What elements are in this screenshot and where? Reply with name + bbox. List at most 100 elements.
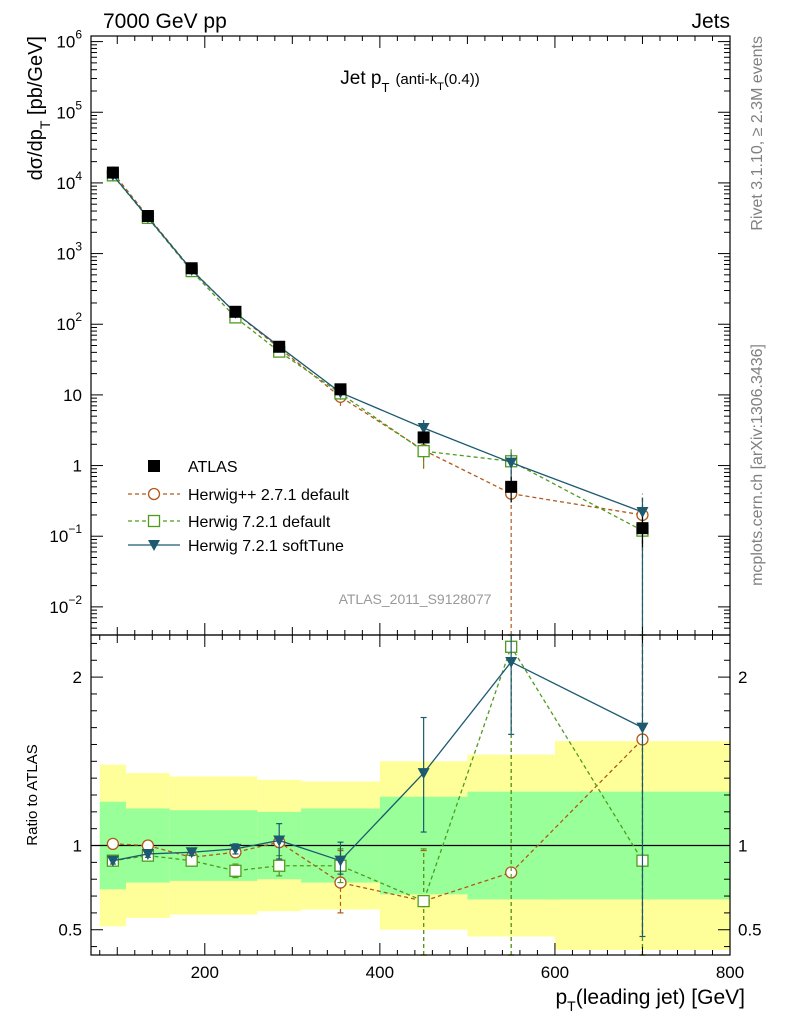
main-title-extra-b: (0.4)) <box>444 71 480 88</box>
ratio-xlabel-b: (leading jet) [GeV] <box>576 986 745 1009</box>
ratio-xtick-label: 600 <box>541 963 569 982</box>
main-ytick-label-exp: 5 <box>75 98 82 112</box>
ratio-ytick-label-right: 0.5 <box>738 921 762 940</box>
main-point <box>417 431 430 444</box>
watermark: ATLAS_2011_S9128077 <box>339 591 492 607</box>
main-ytick-label-base: 1 <box>73 457 82 476</box>
ratio-point <box>106 855 119 867</box>
rivet-label: Rivet 3.1.10, ≥ 2.3M events <box>749 36 766 231</box>
legend-label: ATLAS <box>188 459 238 476</box>
ratio-point <box>273 859 286 872</box>
legend-marker <box>147 514 161 528</box>
ratio-point <box>334 855 347 867</box>
main-title-extra-sub: T <box>437 81 444 93</box>
main-ytick-label-base: 10 <box>63 386 82 405</box>
legend-label: Herwig 7.2.1 default <box>188 514 331 531</box>
main-point <box>417 423 430 435</box>
legend-label: Herwig 7.2.1 softTune <box>188 538 344 555</box>
main-point <box>636 522 649 535</box>
main-point <box>185 262 198 275</box>
main-series-triangle-down <box>106 170 649 635</box>
main-ytick-label-exp: 3 <box>75 240 82 254</box>
main-ytick-label-exp: 2 <box>75 310 82 324</box>
mcplots-label: mcplots.cern.ch [arXiv:1306.3436] <box>749 344 766 586</box>
main-ytick-label-base: 10 <box>49 527 68 546</box>
ratio-ylabel: Ratio to ATLAS <box>24 744 41 845</box>
header-right: Jets <box>691 10 730 33</box>
main-ytick-label: 10−2 <box>49 593 82 617</box>
ratio-point <box>505 656 518 668</box>
main-title-sub: T <box>381 80 389 95</box>
main-ylabel: dσ/dpT [pb/GeV] <box>25 36 53 180</box>
ratio-panel: 0.5 0.5 1 1 2 2 200 400 600 800 Ratio to ATLAS p… <box>24 634 762 1014</box>
main-ylabel-sub: T <box>37 120 53 129</box>
main-ytick-label-base: 10 <box>56 103 75 122</box>
ratio-ytick-label-right: 1 <box>738 837 747 856</box>
ratio-xtick-label: 400 <box>366 963 394 982</box>
main-ytick-label: 10−1 <box>49 522 82 546</box>
main-ytick-label-base: 10 <box>49 598 68 617</box>
ratio-point <box>185 847 198 859</box>
main-ytick-label-base: 10 <box>56 33 75 52</box>
main-ytick-label-exp: −2 <box>68 593 82 607</box>
main-point <box>505 480 518 493</box>
main-ytick-label-exp: 6 <box>75 28 82 42</box>
main-point <box>106 166 119 179</box>
ratio-xlabel: pT(leading jet) [GeV] <box>555 986 745 1014</box>
main-ytick-label: 1 <box>73 457 82 476</box>
ratio-point <box>106 837 120 850</box>
main-title-extra-a: (anti-k <box>395 71 437 88</box>
main-point <box>417 444 430 458</box>
legend: ATLAS Herwig++ 2.7.1 default Herwig 7.2.1 … <box>128 459 350 555</box>
main-series-circle <box>106 166 649 635</box>
main-title: Jet pT (anti-kT(0.4)) <box>340 68 479 95</box>
main-ytick-label-exp: −1 <box>68 522 82 536</box>
main-ytick-label: 102 <box>56 310 82 334</box>
legend-marker <box>148 460 160 472</box>
ratio-point <box>229 843 242 855</box>
main-ytick-label: 104 <box>56 169 82 193</box>
main-series-line <box>112 174 643 532</box>
ratio-ytick-label-left: 0.5 <box>58 921 82 940</box>
main-ytick-label: 105 <box>56 98 82 122</box>
ratio-point <box>273 835 286 847</box>
main-point <box>636 507 649 519</box>
main-point <box>505 457 518 469</box>
main-series-square <box>106 166 649 548</box>
ratio-series-triangle-down <box>106 634 649 938</box>
ratio-xtick-label: 800 <box>716 963 744 982</box>
ratio-xlabel-sub: T <box>567 998 576 1014</box>
main-point <box>273 340 286 353</box>
ratio-point <box>636 722 649 734</box>
ratio-ytick-label-left: 2 <box>73 668 82 687</box>
ratio-ytick-label-left: 1 <box>73 837 82 856</box>
main-frame <box>90 35 731 636</box>
ratio-xtick-label: 200 <box>191 963 219 982</box>
legend-label: Herwig++ 2.7.1 default <box>188 487 350 504</box>
main-ytick-label: 103 <box>56 240 82 264</box>
ratio-point <box>229 864 242 877</box>
main-point <box>141 210 154 223</box>
main-ytick-label-base: 10 <box>56 174 75 193</box>
header-left: 7000 GeV pp <box>103 10 227 33</box>
main-ytick-label-base: 10 <box>56 315 75 334</box>
main-point <box>334 383 347 396</box>
main-series-square-open <box>106 169 649 635</box>
ratio-point <box>141 848 154 860</box>
main-ylabel-a: dσ/dp <box>25 129 47 180</box>
main-title-main: Jet p <box>340 68 381 89</box>
main-ytick-label: 10 <box>63 386 82 405</box>
legend-marker <box>147 487 161 501</box>
ratio-point <box>417 894 430 908</box>
ratio-xlabel-a: p <box>555 986 567 1009</box>
main-ytick-label-exp: 4 <box>75 169 82 183</box>
main-ytick-label-base: 10 <box>56 245 75 264</box>
main-ylabel-b: [pb/GeV] <box>25 36 47 121</box>
main-point <box>229 305 242 318</box>
legend-marker <box>148 540 160 551</box>
ratio-ytick-label-right: 2 <box>738 668 747 687</box>
main-ytick-label: 106 <box>56 28 82 52</box>
ratio-point <box>417 768 430 780</box>
